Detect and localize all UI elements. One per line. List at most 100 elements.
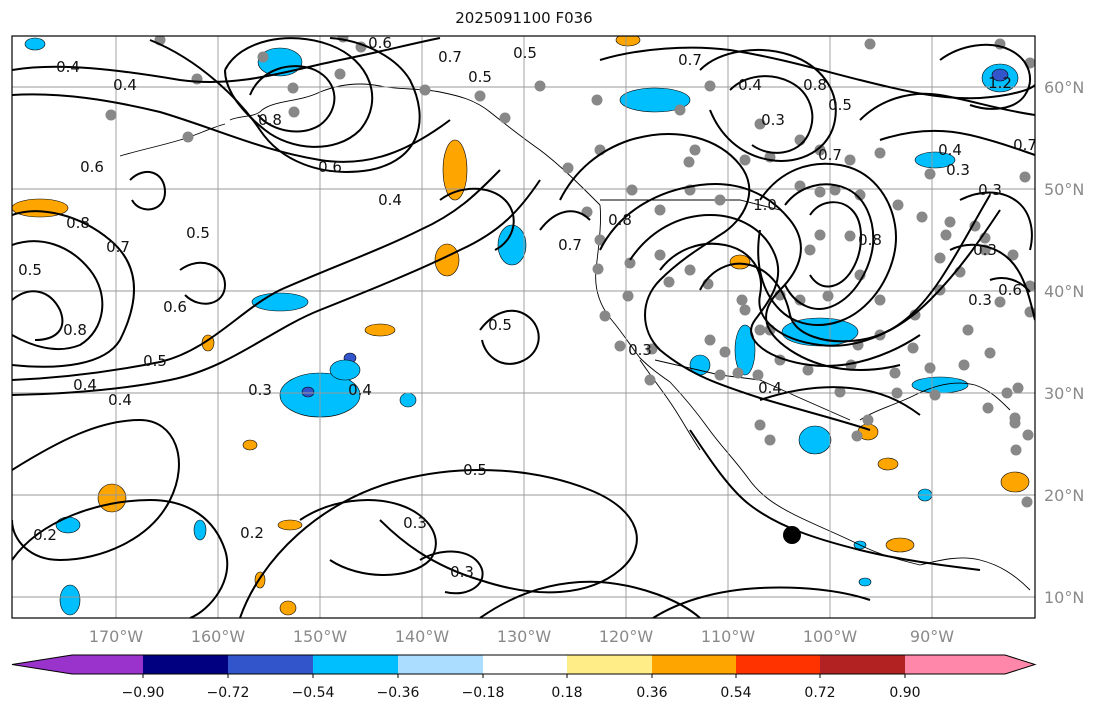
station-dot	[334, 68, 346, 80]
station-dot	[599, 310, 611, 322]
colorbar-segment	[820, 655, 905, 674]
station-dot	[794, 294, 806, 306]
station-dot	[844, 230, 856, 242]
colorbar-segment	[483, 655, 567, 674]
station-dot	[654, 204, 666, 216]
contour-label: 0.7	[106, 238, 130, 256]
longitude-tick-label: 130°W	[497, 627, 552, 646]
station-dot	[581, 206, 593, 218]
contour-line	[239, 468, 638, 618]
contour-line	[12, 37, 441, 83]
station-dot	[1012, 382, 1024, 394]
contour-line	[129, 170, 167, 211]
station-dot	[754, 118, 766, 130]
anomaly-patch	[277, 519, 303, 531]
station-dot	[736, 294, 748, 306]
contour-label: 0.5	[186, 224, 210, 242]
station-dot	[764, 434, 776, 446]
longitude-tick-label: 100°W	[803, 627, 858, 646]
station-dot	[1022, 429, 1034, 441]
station-dot	[822, 290, 834, 302]
anomaly-patch	[55, 516, 81, 534]
contour-label: 0.5	[513, 44, 537, 62]
station-dot	[624, 257, 636, 269]
contour-line	[249, 65, 336, 133]
station-dot	[1009, 412, 1021, 424]
station-dot	[684, 264, 696, 276]
contour-label: 0.4	[938, 141, 962, 159]
station-dot	[1010, 444, 1022, 456]
colorbar: −0.90 −0.72 −0.54 −0.36 −0.18 0.18 0.36 0.54 0.7…	[11, 654, 1037, 701]
map-frame	[11, 35, 1036, 619]
station-dot	[626, 184, 638, 196]
station-dot	[802, 364, 814, 376]
colorbar-segment	[12, 655, 143, 674]
colorbar-segment	[143, 655, 228, 674]
contour-line	[729, 75, 814, 154]
gulf-coast	[859, 382, 1011, 421]
station-dot	[257, 51, 269, 63]
station-dot	[814, 229, 826, 241]
anomaly-patch	[329, 359, 361, 381]
anomaly-patch	[254, 571, 266, 589]
latitude-tick-label: 30°N	[1044, 384, 1084, 403]
longitude-tick-label: 120°W	[599, 627, 654, 646]
station-dot	[984, 347, 996, 359]
colorbar-segment	[652, 655, 736, 674]
contour-label: 0.2	[33, 526, 57, 544]
station-dot	[862, 414, 874, 426]
colorbar-tick-label: 0.18	[551, 685, 582, 701]
contour-label: 0.4	[108, 391, 132, 409]
station-dot	[704, 334, 716, 346]
station-dot	[814, 144, 826, 156]
contour-line	[12, 418, 180, 562]
contour-line	[559, 133, 871, 431]
contour-label: 0.8	[858, 231, 882, 249]
contour-label: 0.3	[761, 111, 785, 129]
contour-line	[12, 290, 64, 341]
contour-label: 1.2	[988, 74, 1012, 92]
contour-label: 0.4	[738, 76, 762, 94]
contour-line	[989, 277, 1031, 293]
station-dot	[674, 104, 686, 116]
contour-label: 0.4	[378, 191, 402, 209]
station-dot	[689, 144, 701, 156]
contour-label: 0.6	[998, 281, 1022, 299]
contour-line	[12, 93, 451, 163]
contour-label: 0.3	[248, 381, 272, 399]
contour-line	[651, 586, 871, 618]
colorbar-segment	[313, 655, 398, 674]
contour-label: 0.4	[56, 58, 80, 76]
station-dot	[419, 84, 431, 96]
contour-label: 0.4	[758, 379, 782, 397]
station-dot	[754, 419, 766, 431]
contour-line	[939, 43, 1031, 110]
colorbar-tick-label: −0.36	[377, 685, 420, 701]
contour-label: 0.8	[66, 214, 90, 232]
station-dot	[644, 374, 656, 386]
station-dot	[614, 340, 626, 352]
anomaly-patch	[399, 392, 417, 408]
contour-line	[179, 261, 227, 305]
colorbar-tick-label: −0.90	[122, 685, 165, 701]
colorbar-tick-label: 0.54	[720, 685, 751, 701]
station-dot	[962, 324, 974, 336]
contour-label: 0.4	[113, 76, 137, 94]
contour-line	[809, 201, 862, 288]
station-dot	[646, 343, 658, 355]
station-dot	[864, 38, 876, 50]
anomaly-patch	[59, 584, 81, 616]
anomaly-patch	[193, 519, 207, 541]
station-dot	[534, 80, 546, 92]
contour-line	[224, 37, 374, 148]
contour-label: 0.5	[143, 352, 167, 370]
central-america	[919, 557, 1031, 591]
anomaly-patch	[364, 323, 396, 337]
station-dot	[907, 342, 919, 354]
colorbar-tick-label: 0.72	[804, 685, 835, 701]
anomaly-patch	[798, 425, 832, 455]
contour-label: 0.4	[73, 376, 97, 394]
anomaly-fill-layer	[12, 36, 1030, 616]
station-dot	[739, 304, 751, 316]
